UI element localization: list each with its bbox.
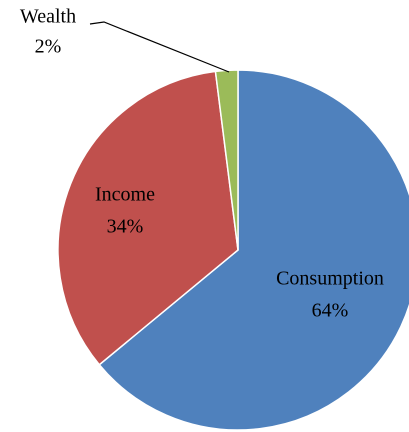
slice-value-label: 64% bbox=[312, 300, 349, 322]
slice-value-label: 2% bbox=[35, 36, 62, 58]
slice-label: Income bbox=[95, 184, 155, 206]
slice-value-label: 34% bbox=[107, 216, 144, 238]
slice-label: Wealth bbox=[20, 6, 76, 28]
pie-slice bbox=[214, 69, 239, 251]
pie-slice bbox=[98, 69, 409, 431]
pie-slice bbox=[57, 70, 239, 366]
leader-line bbox=[89, 21, 230, 73]
slice-label: Consumption bbox=[276, 268, 384, 290]
